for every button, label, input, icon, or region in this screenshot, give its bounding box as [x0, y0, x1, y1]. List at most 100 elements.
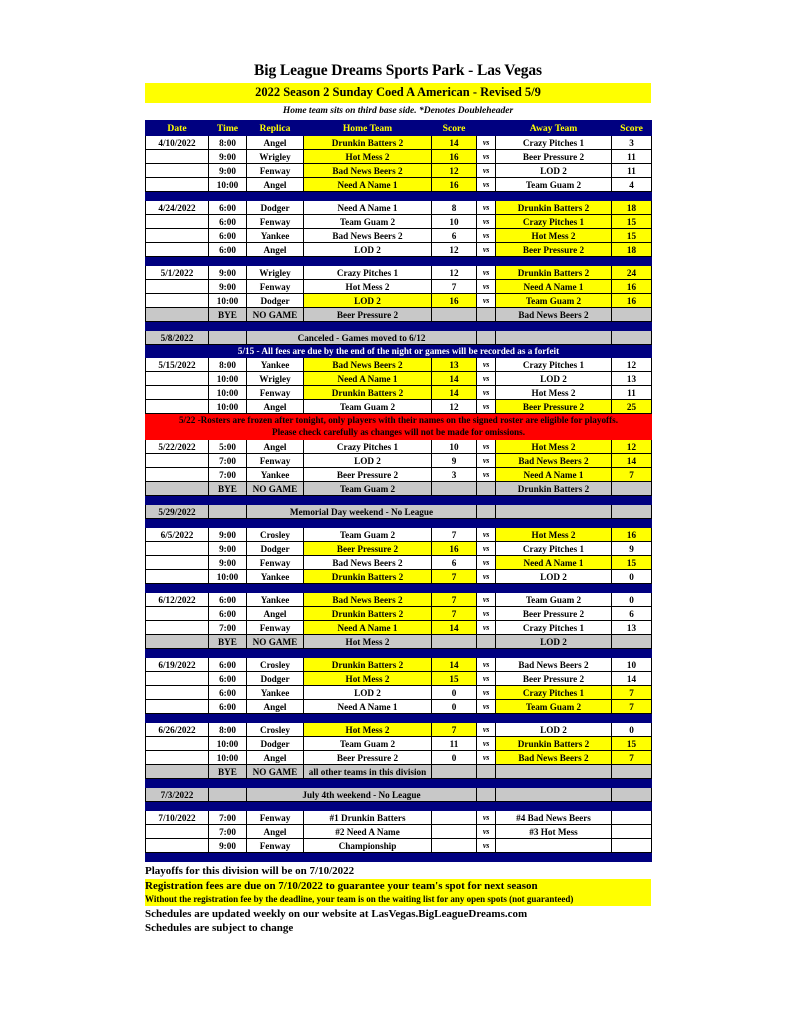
block-separator: [145, 852, 652, 862]
cell-replica: Angel: [246, 439, 304, 454]
block-separator: [145, 495, 652, 505]
page-title: Big League Dreams Sports Park - Las Vega…: [254, 62, 542, 79]
cell-vs-label: [476, 504, 496, 519]
cell-vs-label: vs: [476, 527, 496, 542]
cell-away-team: Beer Pressure 2: [495, 149, 612, 164]
cell-replica: Fenway: [246, 279, 304, 294]
cell-date: [145, 214, 209, 229]
cell-vs-label: vs: [476, 838, 496, 853]
cell-away-score: [611, 504, 652, 519]
cell-time: 8:00: [208, 135, 247, 150]
cell-date: 5/15/2022: [145, 357, 209, 372]
cell-replica: Crosley: [246, 657, 304, 672]
cell-replica: NO GAME: [246, 481, 304, 496]
cell-replica: Yankee: [246, 685, 304, 700]
cell-home-team: LOD 2: [303, 453, 432, 468]
cell-date: [145, 177, 209, 192]
cell-away-score: [611, 330, 652, 345]
cell-home-score: 7: [431, 592, 477, 607]
block-separator: [145, 801, 652, 811]
cell-away-team: Team Guam 2: [495, 592, 612, 607]
cell-home-score: 7: [431, 569, 477, 584]
cell-vs-label: [476, 330, 496, 345]
cell-home-score: [431, 481, 477, 496]
cell-replica: Angel: [246, 399, 304, 414]
cell-date: [145, 293, 209, 308]
cell-away-team: Drunkin Batters 2: [495, 736, 612, 751]
cell-replica: Wrigley: [246, 149, 304, 164]
cell-away-team: [495, 787, 612, 802]
cell-home-team: Drunkin Batters 2: [303, 606, 432, 621]
game-row: 7/10/2022 7:00 Fenway #1 Drunkin Batters vs #…: [145, 810, 652, 825]
cell-home-team: Team Guam 2: [303, 481, 432, 496]
cell-time: 8:00: [208, 722, 247, 737]
cell-time: 5:00: [208, 439, 247, 454]
cell-home-team: LOD 2: [303, 242, 432, 257]
game-row: 5/22/2022 5:00 Angel Crazy Pitches 1 10 vs Hot…: [145, 439, 652, 454]
cell-home-team: Team Guam 2: [303, 527, 432, 542]
cell-home-team: Crazy Pitches 1: [303, 439, 432, 454]
cell-home-score: 6: [431, 228, 477, 243]
cell-date: 4/24/2022: [145, 200, 209, 215]
cell-away-score: 0: [611, 592, 652, 607]
separator-cell: [145, 648, 652, 658]
cell-vs-label: vs: [476, 439, 496, 454]
cell-date: [145, 569, 209, 584]
cell-away-score: 14: [611, 453, 652, 468]
cell-time: 9:00: [208, 541, 247, 556]
cell-away-score: 9: [611, 541, 652, 556]
separator-cell: [145, 191, 652, 201]
cell-replica: Yankee: [246, 467, 304, 482]
cell-away-team: Crazy Pitches 1: [495, 214, 612, 229]
cell-home-team: Drunkin Batters 2: [303, 569, 432, 584]
game-row: 9:00 Dodger Beer Pressure 2 16 vs Crazy Pitch…: [145, 541, 652, 556]
cell-date: [145, 736, 209, 751]
cell-vs-label: vs: [476, 135, 496, 150]
cell-home-team: #1 Drunkin Batters: [303, 810, 432, 825]
game-row: 7:00 Fenway LOD 2 9 vs Bad News Beers 2 14: [145, 453, 652, 468]
cell-home-score: 16: [431, 149, 477, 164]
cell-date: [145, 634, 209, 649]
cell-away-score: 0: [611, 722, 652, 737]
game-row: 10:00 Angel Team Guam 2 12 vs Beer Pressure 2…: [145, 399, 652, 414]
cell-vs-label: vs: [476, 569, 496, 584]
cell-home-score: 11: [431, 736, 477, 751]
cell-home-team: Bad News Beers 2: [303, 357, 432, 372]
cell-away-score: 13: [611, 620, 652, 635]
no-league-row: 5/8/2022 Canceled - Games moved to 6/12: [145, 330, 652, 345]
cell-away-team: [495, 838, 612, 853]
fee-notice-text: 5/15 - All fees are due by the end of th…: [145, 344, 652, 358]
cell-home-score: 8: [431, 200, 477, 215]
cell-vs-label: vs: [476, 200, 496, 215]
separator-cell: [145, 583, 652, 593]
cell-vs-label: vs: [476, 228, 496, 243]
cell-replica: Yankee: [246, 569, 304, 584]
cell-home-team: Bad News Beers 2: [303, 163, 432, 178]
cell-away-score: 11: [611, 149, 652, 164]
cell-home-team: Need A Name 1: [303, 699, 432, 714]
block-separator: [145, 648, 652, 658]
cell-date: 6/5/2022: [145, 527, 209, 542]
separator-cell: [145, 518, 652, 528]
cell-away-score: [611, 824, 652, 839]
cell-replica: NO GAME: [246, 307, 304, 322]
cell-away-team: #4 Bad News Beers: [495, 810, 612, 825]
footer-playoffs: Playoffs for this division will be on 7/…: [145, 865, 355, 877]
cell-away-team: Need A Name 1: [495, 555, 612, 570]
cell-time: 10:00: [208, 750, 247, 765]
cell-away-score: 16: [611, 279, 652, 294]
col-away-score: Score: [611, 120, 652, 136]
cell-time: 7:00: [208, 810, 247, 825]
cell-away-team: LOD 2: [495, 163, 612, 178]
cell-replica: Fenway: [246, 385, 304, 400]
cell-home-team: Team Guam 2: [303, 736, 432, 751]
cell-home-score: [431, 810, 477, 825]
game-row: 6/19/2022 6:00 Crosley Drunkin Batters 2 14 v…: [145, 657, 652, 672]
cell-time: [208, 504, 247, 519]
cell-vs-label: vs: [476, 177, 496, 192]
cell-vs-label: vs: [476, 541, 496, 556]
block-separator: [145, 778, 652, 788]
